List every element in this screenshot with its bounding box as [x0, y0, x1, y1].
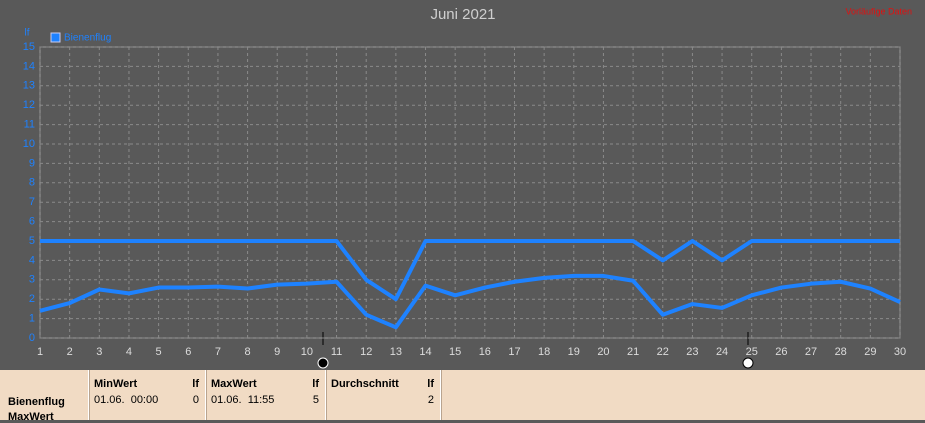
x-tick-label: 1 — [37, 346, 43, 358]
y-tick-label: 11 — [24, 119, 35, 131]
x-tick-label: 29 — [864, 346, 876, 358]
x-tick-label: 4 — [126, 346, 132, 358]
column-separator — [205, 370, 207, 420]
column-separator — [88, 370, 90, 420]
x-tick-label: 26 — [775, 346, 787, 358]
y-tick-label: 0 — [29, 332, 35, 344]
x-tick-label: 18 — [538, 346, 550, 358]
x-tick-label: 19 — [568, 346, 580, 358]
x-tick-label: 24 — [716, 346, 728, 358]
x-tick-label: 6 — [185, 346, 191, 358]
cell-time: 01.06. 11:55 — [211, 394, 275, 406]
x-tick-label: 9 — [274, 346, 280, 358]
legend-swatch — [50, 32, 61, 43]
x-tick-label: 10 — [301, 346, 313, 358]
y-tick-label: 13 — [23, 80, 35, 92]
data-line — [39, 273, 901, 330]
column-unit: lf — [192, 378, 199, 390]
x-tick-label: 8 — [245, 346, 251, 358]
column-header: Durchschnitt — [331, 378, 399, 390]
x-tick-label: 25 — [746, 346, 758, 358]
x-tick-label: 21 — [627, 346, 639, 358]
x-tick-label: 16 — [479, 346, 491, 358]
column-unit: lf — [427, 378, 434, 390]
cell-value: 2 — [427, 394, 434, 406]
column-separator — [440, 370, 442, 420]
y-tick-label: 10 — [23, 138, 35, 150]
column-header: MinWert — [94, 378, 138, 390]
data-line — [40, 239, 900, 302]
column-unit: lf — [312, 378, 319, 390]
legend-label: Bienenflug — [64, 33, 111, 44]
x-tick-label: 3 — [96, 346, 102, 358]
x-tick-label: 28 — [835, 346, 847, 358]
y-tick-label: 4 — [29, 254, 35, 266]
x-tick-label: 17 — [508, 346, 520, 358]
x-tick-label: 7 — [215, 346, 221, 358]
x-tick-label: 20 — [597, 346, 609, 358]
y-tick-label: 5 — [29, 235, 35, 247]
column-header: MaxWert — [211, 378, 257, 390]
row-label: Bienenflug — [8, 396, 65, 408]
x-tick-label: 22 — [657, 346, 669, 358]
y-tick-label: 1 — [29, 313, 35, 325]
row-label: MaxWert — [8, 411, 54, 423]
x-tick-label: 27 — [805, 346, 817, 358]
x-tick-label: 30 — [894, 346, 906, 358]
cell-time: 01.06. 00:00 — [94, 394, 159, 406]
marker-icon — [317, 357, 329, 369]
chart: Juni 2021 Vorläufige Daten lf 0123456789… — [23, 6, 912, 369]
x-tick-label: 12 — [360, 346, 372, 358]
summary-table: MinWert lf MaxWert lf Durchschnitt lf Bienenfl… — [0, 370, 925, 423]
y-tick-label: 14 — [23, 60, 35, 72]
x-tick-label: 5 — [156, 346, 162, 358]
x-tick-label: 11 — [331, 346, 342, 358]
x-tick-label: 13 — [390, 346, 402, 358]
x-tick-label: 23 — [686, 346, 698, 358]
y-tick-label: 15 — [23, 41, 35, 53]
note: Vorläufige Daten — [845, 6, 912, 16]
x-tick-label: 2 — [67, 346, 73, 358]
y-tick-label: 3 — [29, 274, 35, 286]
y-tick-label: 9 — [29, 157, 35, 169]
y-tick-label: 6 — [29, 216, 35, 228]
y-tick-label: 12 — [23, 99, 35, 111]
y-axis-label: lf — [25, 28, 30, 39]
chart-title: Juni 2021 — [430, 6, 495, 23]
marker-icon — [742, 357, 754, 369]
x-tick-label: 15 — [449, 346, 461, 358]
y-tick-label: 2 — [29, 293, 35, 305]
x-tick-label: 14 — [419, 346, 431, 358]
y-tick-label: 8 — [29, 177, 35, 189]
plot-frame — [39, 46, 901, 339]
cell-value: 5 — [312, 394, 319, 406]
y-tick-label: 7 — [29, 196, 35, 208]
column-separator — [325, 370, 327, 420]
cell-value: 0 — [192, 394, 199, 406]
